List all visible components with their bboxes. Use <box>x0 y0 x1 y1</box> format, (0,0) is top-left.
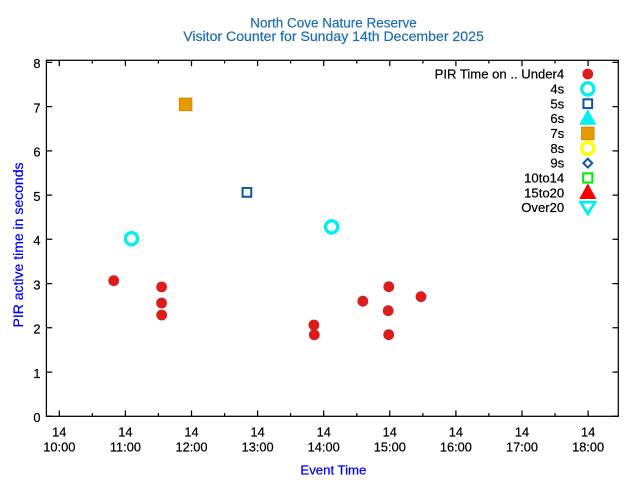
svg-text:14: 14 <box>52 425 66 440</box>
svg-text:10to14: 10to14 <box>524 171 564 186</box>
svg-text:13:00: 13:00 <box>242 440 274 455</box>
svg-text:10:00: 10:00 <box>43 440 75 455</box>
svg-text:12:00: 12:00 <box>175 440 207 455</box>
svg-text:Visitor Counter for Sunday 14t: Visitor Counter for Sunday 14th December… <box>183 28 484 44</box>
svg-text:15:00: 15:00 <box>374 440 406 455</box>
svg-text:14: 14 <box>317 425 331 440</box>
svg-text:18:00: 18:00 <box>572 440 604 455</box>
svg-text:PIR Time on .. Under4: PIR Time on .. Under4 <box>435 67 565 82</box>
svg-text:17:00: 17:00 <box>506 440 538 455</box>
svg-text:14: 14 <box>184 425 198 440</box>
svg-text:14: 14 <box>250 425 264 440</box>
svg-text:Event Time: Event Time <box>300 463 366 478</box>
svg-text:15to20: 15to20 <box>524 185 564 200</box>
svg-text:6s: 6s <box>550 111 564 126</box>
svg-text:8s: 8s <box>550 141 564 156</box>
svg-text:14:00: 14:00 <box>308 440 340 455</box>
svg-text:4s: 4s <box>550 81 564 96</box>
svg-text:6: 6 <box>33 145 40 160</box>
svg-text:North Cove Nature Reserve: North Cove Nature Reserve <box>250 16 417 31</box>
svg-text:14: 14 <box>581 425 595 440</box>
svg-text:0: 0 <box>33 410 40 425</box>
svg-text:PIR active time in seconds: PIR active time in seconds <box>10 163 26 328</box>
svg-text:1: 1 <box>33 366 40 381</box>
svg-text:14: 14 <box>383 425 397 440</box>
svg-text:5s: 5s <box>550 96 564 111</box>
svg-text:14: 14 <box>118 425 132 440</box>
svg-text:3: 3 <box>33 277 40 292</box>
svg-text:4: 4 <box>33 233 40 248</box>
svg-text:14: 14 <box>515 425 529 440</box>
svg-text:2: 2 <box>33 322 40 337</box>
svg-text:16:00: 16:00 <box>440 440 472 455</box>
svg-text:Over20: Over20 <box>521 200 564 215</box>
svg-text:9s: 9s <box>550 156 564 171</box>
svg-text:8: 8 <box>33 56 40 71</box>
svg-text:7: 7 <box>33 100 40 115</box>
svg-text:5: 5 <box>33 189 40 204</box>
svg-text:7s: 7s <box>550 126 564 141</box>
svg-text:14: 14 <box>449 425 463 440</box>
svg-text:11:00: 11:00 <box>110 440 141 455</box>
